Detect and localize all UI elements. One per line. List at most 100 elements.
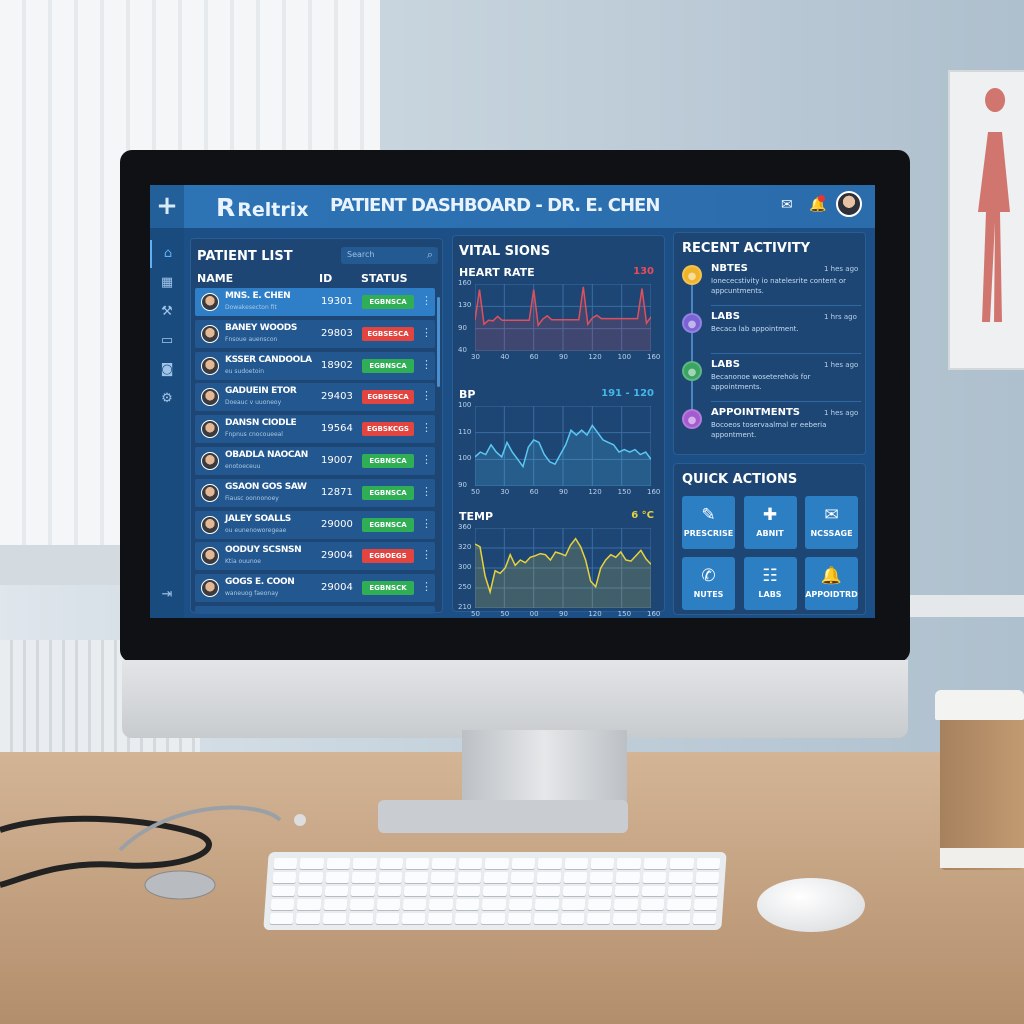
series-line	[475, 537, 651, 595]
patient-subtitle: Fiausc oonnonoey	[225, 494, 279, 502]
patient-subtitle: Dowakesecton fit	[225, 304, 277, 311]
x-tick-label: 60	[529, 353, 539, 361]
quick-action-labs-button[interactable]: ☷ LABS	[743, 557, 797, 610]
settings-icon[interactable]: ⚙	[161, 391, 173, 406]
mail-icon[interactable]: ✉	[781, 197, 793, 213]
keyboard-key	[484, 858, 510, 869]
keyboard-key	[533, 913, 558, 924]
keyboard-key	[639, 913, 664, 924]
keyboard-key	[667, 885, 692, 897]
keyboard-key	[695, 871, 720, 883]
x-tick-label: 30	[500, 488, 510, 496]
patient-name: OODUY SCSNSN	[225, 545, 302, 556]
keyboard-key	[641, 885, 666, 897]
more-options-icon[interactable]: ⋮	[421, 484, 432, 498]
keyboard-key	[482, 885, 508, 897]
column-header-id[interactable]: ID	[319, 272, 333, 285]
patient-row[interactable]: KSSER CANDOOLA eu sudoetoin 18902 EGBNSCA ⋮	[195, 351, 435, 380]
search-icon[interactable]: ⌕	[426, 248, 433, 261]
phone-icon: ✆	[701, 566, 716, 586]
medkit-icon: ✚	[762, 505, 778, 525]
status-badge: EGBNSCA	[362, 485, 414, 500]
patient-row[interactable]: OODUY SCSNSN Ktia ouunoe 29004 EGBOEGS ⋮	[195, 542, 435, 571]
patient-row-partial[interactable]	[195, 606, 435, 614]
home-icon[interactable]: ⌂	[150, 240, 184, 268]
keyboard-key	[455, 899, 480, 911]
patient-name: MNS. E. CHEN	[225, 291, 291, 301]
user-avatar[interactable]	[836, 191, 862, 217]
medical-plus-icon[interactable]: +	[150, 185, 184, 228]
x-tick-label: 50	[471, 488, 480, 496]
tools-icon[interactable]: ⚒	[161, 304, 173, 319]
patient-row[interactable]: GOGS E. COON waneuog faeonay 29004 EGBNSCK ⋮	[195, 574, 435, 603]
more-options-icon[interactable]: ⋮	[421, 580, 432, 594]
patient-subtitle: enotoeceuu	[225, 463, 261, 470]
more-options-icon[interactable]: ⋮	[421, 453, 432, 466]
patient-row[interactable]: MNS. E. CHEN Dowakesecton fit 19301 EGBNSCA…	[195, 288, 435, 316]
keyboard-key	[668, 871, 693, 883]
x-tick-label: 90	[559, 488, 568, 496]
patient-subtitle: eu sudoetoin	[225, 367, 264, 375]
y-tick-label: 360	[458, 523, 472, 531]
patient-id: 29803	[321, 327, 353, 339]
scrollbar[interactable]	[437, 297, 440, 387]
keyboard-key	[510, 871, 535, 883]
quick-action-ncssage-button[interactable]: ✉ NCSSAGE	[805, 496, 858, 549]
quick-action-label: ABNIT	[756, 529, 784, 538]
more-options-icon[interactable]: ⋮	[421, 421, 432, 435]
camera-icon[interactable]: ◙	[160, 362, 174, 377]
patient-row[interactable]: DANSN CIODLE Fnpnus cnocoueeal 19564 EGBSKC…	[195, 415, 435, 444]
keyboard-key	[377, 885, 402, 897]
logout-icon[interactable]: ⇥	[161, 587, 173, 602]
patient-row[interactable]: GSAON GOS SAW Fiausc oonnonoey 12871 EGBNSC…	[195, 478, 435, 507]
x-tick-label: 160	[647, 610, 661, 618]
keyboard-key	[640, 899, 665, 911]
patient-row[interactable]: GADUEIN ETOR Doeauc v uuoneoy 29403 EGBSESC…	[195, 383, 435, 412]
shelf	[905, 595, 1024, 617]
patient-row[interactable]: JALEY SOALLS ou eunenoworegeae 29000 EGBNSC…	[195, 510, 435, 539]
coffee-cup	[940, 705, 1024, 870]
more-options-icon[interactable]: ⋮	[421, 389, 432, 403]
keyboard-key	[586, 913, 611, 924]
app-logo[interactable]: R Reltrix	[216, 193, 309, 222]
divider	[711, 353, 861, 354]
more-options-icon[interactable]: ⋮	[421, 516, 432, 530]
more-options-icon[interactable]: ⋮	[421, 294, 432, 307]
briefcase-icon[interactable]: ▭	[160, 333, 174, 348]
quick-action-appoidtrd-button[interactable]: 🔔 APPOIDTRD	[805, 557, 858, 610]
column-header-status[interactable]: STATUS	[361, 272, 408, 285]
keyboard-key	[404, 871, 429, 883]
keyboard-key	[508, 899, 533, 911]
x-tick-label: 120	[588, 488, 602, 496]
keyboard-key	[454, 913, 479, 924]
quick-action-label: PRESCRISE	[683, 529, 734, 538]
search-input[interactable]: Search ⌕	[341, 247, 438, 264]
patient-id: 29004	[321, 550, 353, 562]
patient-subtitle: waneuog faeonay	[225, 590, 279, 598]
status-badge: EGBNSCK	[362, 581, 414, 596]
keyboard-key	[615, 871, 641, 883]
more-options-icon[interactable]: ⋮	[421, 325, 432, 339]
keyboard-key	[325, 871, 350, 883]
more-options-icon[interactable]: ⋮	[421, 548, 432, 562]
quick-action-prescrise-button[interactable]: ✎ PRESCRISE	[682, 496, 735, 549]
column-header-name[interactable]: NAME	[197, 272, 234, 285]
patient-id: 29004	[321, 582, 353, 594]
patient-id: 12871	[321, 486, 353, 498]
mouse	[757, 878, 865, 932]
calendar-icon[interactable]: ▦	[160, 275, 174, 290]
series-area	[475, 538, 651, 608]
patient-id: 19301	[321, 296, 353, 307]
patient-row[interactable]: BANEY WOODS Fnsoue auenscon 29803 EGBSESCA ⋮	[195, 319, 435, 348]
chart-plot	[475, 528, 651, 608]
y-tick-label: 100	[458, 454, 472, 463]
patient-avatar	[201, 420, 219, 439]
patient-subtitle: Fnpnus cnocoueeal	[225, 431, 283, 439]
quick-action-abnit-button[interactable]: ✚ ABNIT	[743, 496, 797, 549]
keyboard-key	[324, 885, 349, 897]
patient-row[interactable]: OBADLA NAOCAN enotoeceuu 19007 EGBNSCA ⋮	[195, 447, 435, 475]
keyboard-key	[350, 885, 376, 897]
quick-action-nutes-button[interactable]: ✆ NUTES	[682, 557, 735, 610]
chart-current-value: 130	[633, 266, 654, 277]
more-options-icon[interactable]: ⋮	[421, 357, 432, 371]
